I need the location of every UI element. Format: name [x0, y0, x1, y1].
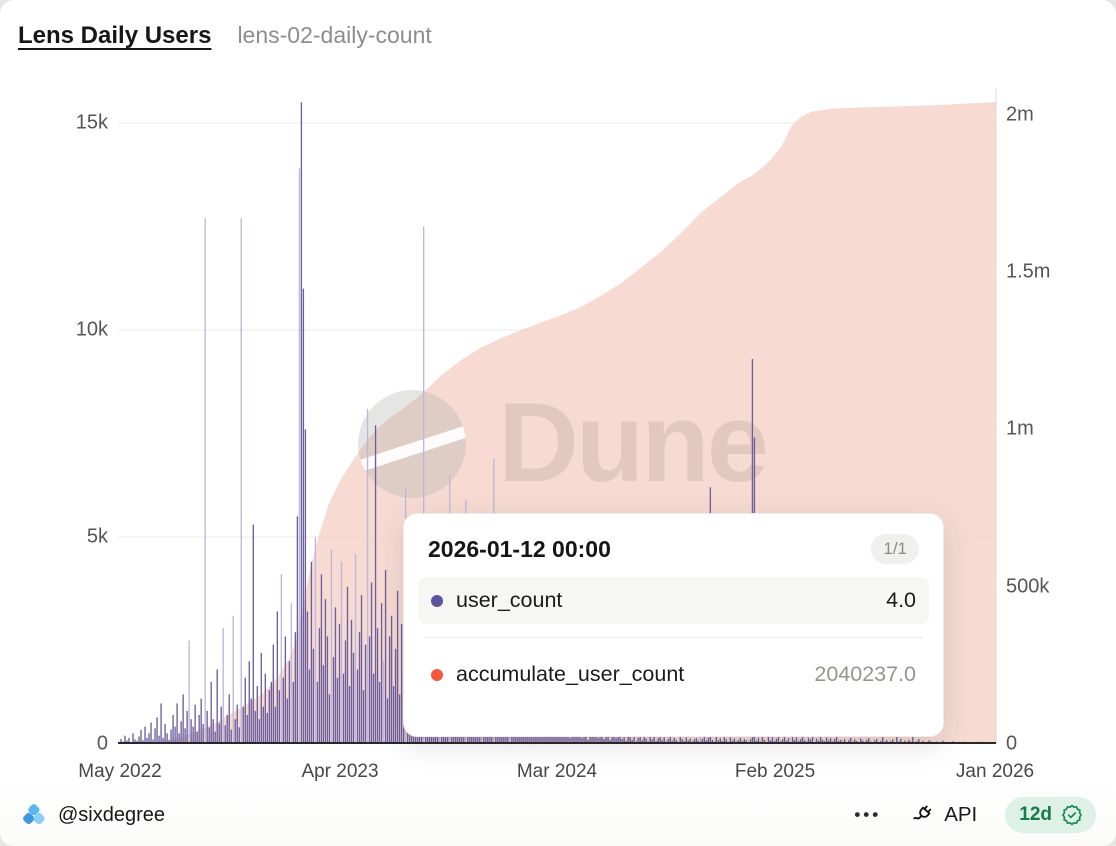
badge-label: 12d	[1019, 804, 1052, 826]
tooltip-row-accumulate: accumulate_user_count 2040237.0	[418, 651, 929, 698]
sixdegree-avatar-icon	[20, 802, 47, 829]
api-button[interactable]: API	[909, 802, 977, 828]
dune-chart-card: Lens Daily Users lens-02-daily-count Dun…	[0, 0, 1116, 846]
user-count-dot-icon	[431, 595, 443, 607]
tooltip-series-value: 2040237.0	[814, 662, 916, 687]
query-name: lens-02-daily-count	[237, 22, 431, 49]
chart-header: Lens Daily Users lens-02-daily-count	[18, 22, 432, 50]
tooltip-series-name: accumulate_user_count	[456, 662, 684, 687]
more-menu-button[interactable]: •••	[854, 805, 881, 825]
tooltip-series-value: 4.0	[886, 588, 916, 613]
tooltip-date: 2026-01-12 00:00	[428, 536, 611, 563]
chart-tooltip: 2026-01-12 00:00 1/1 user_count 4.0 accu…	[403, 513, 944, 737]
refresh-age-badge[interactable]: 12d	[1005, 797, 1096, 833]
chart-title-link[interactable]: Lens Daily Users	[18, 22, 211, 50]
tooltip-series-name: user_count	[456, 588, 562, 613]
plug-icon	[909, 802, 935, 828]
accumulate-dot-icon	[431, 669, 443, 681]
verified-check-icon	[1060, 803, 1084, 827]
footer-bar: @sixdegree ••• API 12	[0, 784, 1116, 846]
author-handle: @sixdegree	[58, 804, 165, 827]
author-link[interactable]: @sixdegree	[20, 802, 165, 829]
tooltip-page-badge: 1/1	[871, 534, 919, 564]
api-label: API	[944, 803, 977, 827]
tooltip-row-user-count: user_count 4.0	[418, 577, 929, 624]
tooltip-divider	[424, 637, 923, 638]
